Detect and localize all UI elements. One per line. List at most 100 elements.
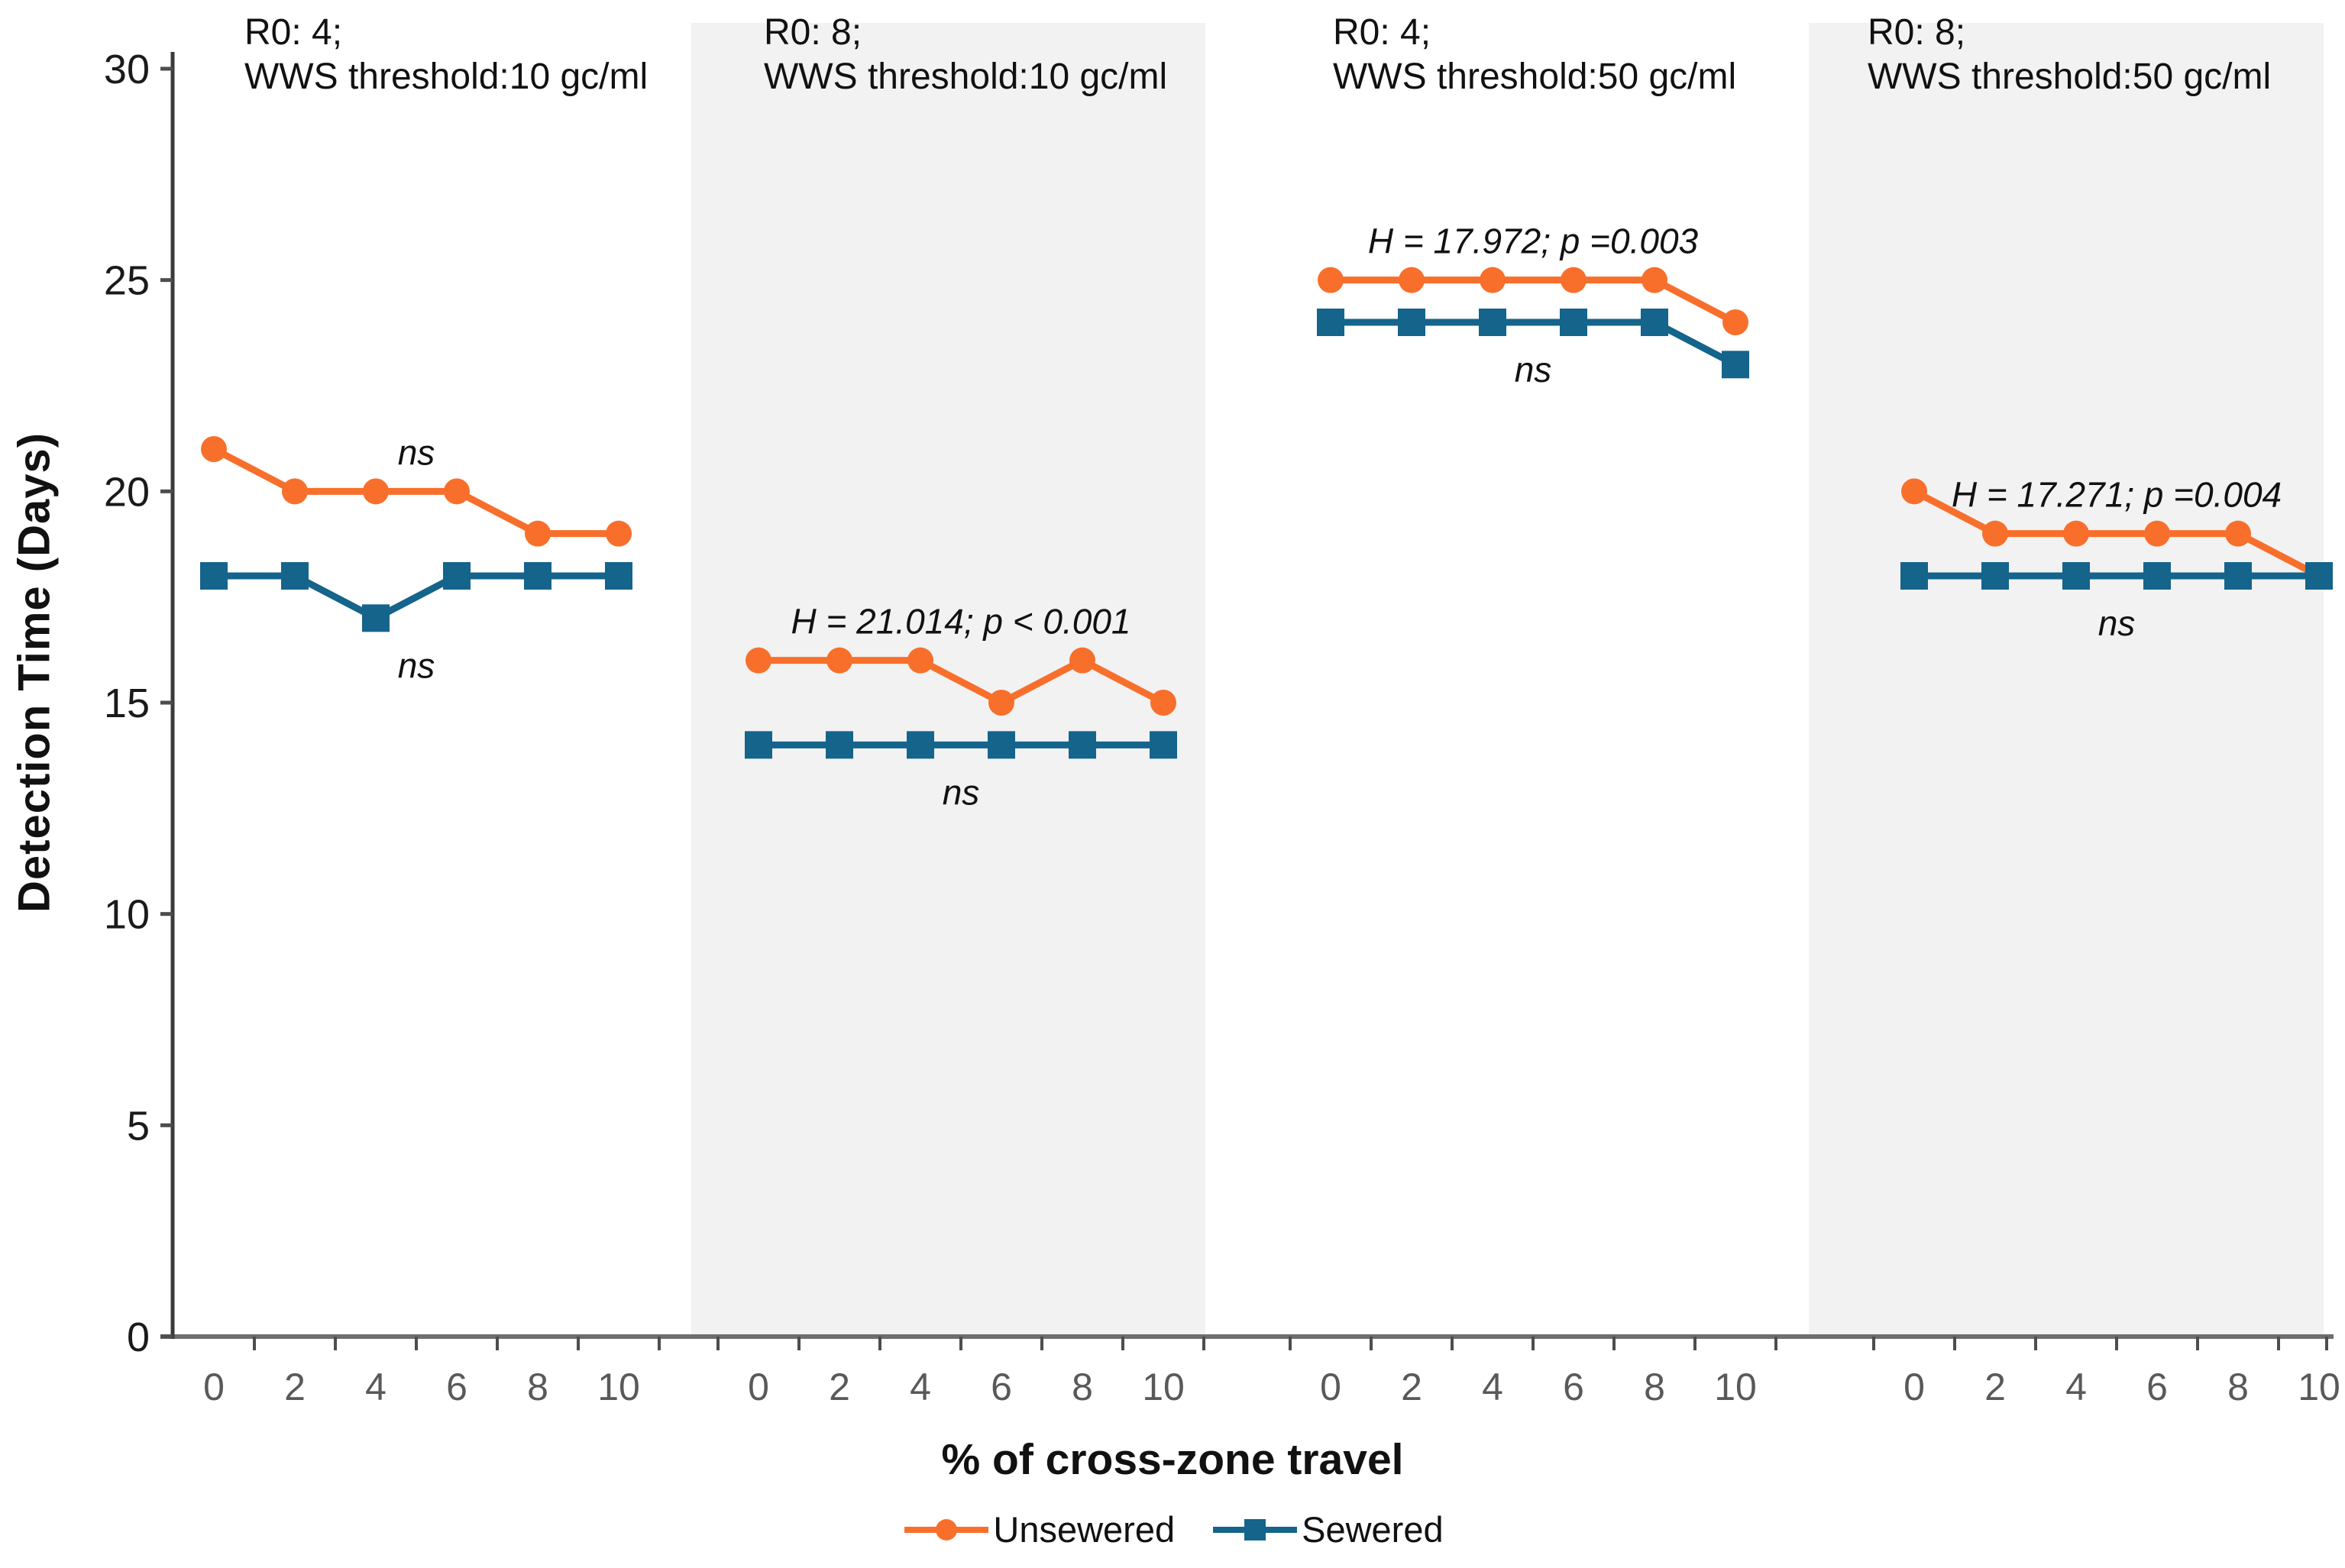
sewered-point xyxy=(1641,309,1668,337)
unsewered-point xyxy=(826,647,852,674)
sewered-line xyxy=(214,572,619,622)
y-axis-title: Detection Time (Days) xyxy=(9,432,60,913)
x-tick-label: 10 xyxy=(597,1366,640,1408)
sewered-point xyxy=(1479,309,1506,337)
legend-item-sewered: Sewered xyxy=(1210,1508,1444,1550)
x-tick-label: 0 xyxy=(1320,1366,1341,1408)
x-tick-label: 6 xyxy=(991,1366,1012,1408)
x-tick-label: 4 xyxy=(1482,1366,1503,1408)
unsewered-point xyxy=(1642,267,1667,293)
ns-annotation: ns xyxy=(398,432,435,472)
unsewered-point xyxy=(282,478,308,505)
ns-annotation: ns xyxy=(943,772,980,812)
x-tick-label: 0 xyxy=(748,1366,769,1408)
y-tick-label: 0 xyxy=(127,1314,150,1360)
unsewered-point xyxy=(1982,520,2008,547)
ns-annotation: ns xyxy=(2098,603,2136,643)
x-tick-label: 6 xyxy=(1563,1366,1584,1408)
stat-annotation: H = 21.014; p < 0.001 xyxy=(791,602,1130,642)
x-axis-title: % of cross-zone travel xyxy=(941,1435,1404,1484)
y-tick-label: 25 xyxy=(104,258,150,304)
panel-title-line2: WWS threshold:10 gc/ml xyxy=(244,57,648,97)
unsewered-point xyxy=(1480,267,1506,293)
panel-title-line1: R0: 4; xyxy=(244,12,342,53)
x-tick-label: 4 xyxy=(2065,1366,2087,1408)
x-tick-label: 8 xyxy=(2227,1366,2249,1408)
sewered-point xyxy=(1722,351,1749,379)
panel-title-line1: R0: 8; xyxy=(764,12,862,53)
panel-title-line2: WWS threshold:10 gc/ml xyxy=(764,57,1167,97)
legend: Unsewered Sewered xyxy=(0,1508,2345,1550)
unsewered-line-circle-icon xyxy=(904,1518,989,1541)
unsewered-point xyxy=(1561,267,1587,293)
x-tick-label: 10 xyxy=(2298,1366,2340,1408)
unsewered-line xyxy=(1912,488,2321,579)
unsewered-point xyxy=(1399,267,1425,293)
legend-label-unsewered: Unsewered xyxy=(993,1509,1176,1550)
x-tick-label: 2 xyxy=(1401,1366,1422,1408)
x-tick-label: 2 xyxy=(284,1366,306,1408)
unsewered-point xyxy=(201,436,227,463)
unsewered-point xyxy=(2144,520,2170,547)
sewered-point xyxy=(2062,562,2090,590)
unsewered-point xyxy=(1150,690,1176,716)
sewered-point xyxy=(443,562,471,590)
sewered-point xyxy=(1317,309,1344,337)
unsewered-point xyxy=(606,520,632,547)
x-tick-label: 0 xyxy=(203,1366,225,1408)
sewered-point xyxy=(281,562,309,590)
sewered-point xyxy=(1900,562,1928,590)
sewered-point xyxy=(2143,562,2171,590)
sewered-point xyxy=(1560,309,1587,337)
sewered-point xyxy=(200,562,228,590)
y-tick-label: 5 xyxy=(127,1103,150,1149)
legend-label-sewered: Sewered xyxy=(1302,1509,1444,1550)
stat-annotation: H = 17.972; p =0.003 xyxy=(1368,221,1699,261)
y-tick-label: 15 xyxy=(104,681,150,726)
sewered-point xyxy=(2305,562,2333,590)
sewered-point xyxy=(1150,731,1177,759)
sewered-point xyxy=(988,731,1015,759)
panel-title-line2: WWS threshold:50 gc/ml xyxy=(1868,57,2271,97)
sewered-point xyxy=(1069,731,1096,759)
y-tick-label: 20 xyxy=(104,469,150,515)
sewered-point xyxy=(1398,309,1425,337)
unsewered-line xyxy=(1331,276,1738,325)
panel-shading-band xyxy=(1809,23,2324,1334)
panel-title-line2: WWS threshold:50 gc/ml xyxy=(1333,57,1736,97)
unsewered-point xyxy=(1318,267,1344,293)
unsewered-point xyxy=(2063,520,2089,547)
legend-item-unsewered: Unsewered xyxy=(901,1508,1175,1550)
sewered-point xyxy=(907,731,934,759)
sewered-point xyxy=(2224,562,2252,590)
unsewered-point xyxy=(525,520,551,547)
unsewered-point xyxy=(907,647,933,674)
sewered-point xyxy=(745,731,772,759)
ns-annotation: ns xyxy=(398,645,435,685)
unsewered-point xyxy=(363,478,389,505)
x-tick-label: 4 xyxy=(910,1366,931,1408)
x-tick-label: 10 xyxy=(1142,1366,1185,1408)
unsewered-point xyxy=(988,690,1014,716)
x-tick-label: 2 xyxy=(1984,1366,2006,1408)
sewered-point xyxy=(826,731,853,759)
unsewered-line xyxy=(212,446,619,538)
sewered-line-square-icon xyxy=(1213,1518,1298,1541)
unsewered-point xyxy=(746,647,771,674)
unsewered-point xyxy=(444,478,470,505)
sewered-point xyxy=(524,562,551,590)
x-tick-label: 4 xyxy=(365,1366,387,1408)
sewered-point xyxy=(1981,562,2009,590)
y-tick-label: 30 xyxy=(104,47,150,92)
unsewered-point xyxy=(1069,647,1095,674)
unsewered-line xyxy=(758,657,1166,706)
x-tick-label: 6 xyxy=(446,1366,467,1408)
sewered-point xyxy=(362,604,390,632)
x-tick-label: 2 xyxy=(829,1366,850,1408)
x-tick-label: 8 xyxy=(527,1366,548,1408)
x-tick-label: 8 xyxy=(1072,1366,1093,1408)
panel-title-line1: R0: 4; xyxy=(1333,12,1431,53)
stat-annotation: H = 17.271; p =0.004 xyxy=(1952,475,2282,515)
